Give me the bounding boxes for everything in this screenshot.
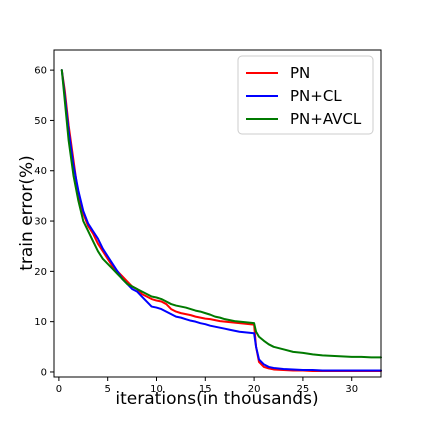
legend-items: PN PN+CL PN+AVCL [246,64,362,128]
y-axis-ticks: 0 10 20 30 40 50 60 [34,66,54,378]
x-tick-label: 10 [150,384,163,395]
x-tick-label: 15 [199,384,212,395]
legend: PN PN+CL PN+AVCL [237,55,374,135]
x-tick-label: 5 [104,384,110,395]
series-line-2 [60,69,382,372]
y-tick-label: 40 [34,166,47,177]
x-axis-title: iterations(in thousands) [115,389,318,409]
legend-box [237,55,374,135]
y-tick-label: 10 [34,317,47,328]
legend-label: PN+AVCL [290,110,362,128]
plot-frame [53,49,382,378]
y-tick-label: 30 [34,217,47,228]
series-line-1 [60,69,382,372]
series-lines [60,69,382,372]
x-tick-label: 0 [56,384,62,395]
y-tick-label: 0 [41,367,47,378]
x-tick-label: 30 [345,384,358,395]
y-axis-title: train error(%) [17,155,37,271]
x-tick-label: 25 [297,384,310,395]
x-axis-ticks: 0 5 10 15 20 25 30 [56,377,358,395]
legend-label: PN [290,64,310,82]
series-line-3 [60,69,382,359]
y-tick-label: 60 [34,66,47,77]
x-tick-label: 20 [248,384,261,395]
y-tick-label: 50 [34,116,47,127]
legend-label: PN+CL [290,87,342,105]
y-tick-label: 20 [34,267,47,278]
